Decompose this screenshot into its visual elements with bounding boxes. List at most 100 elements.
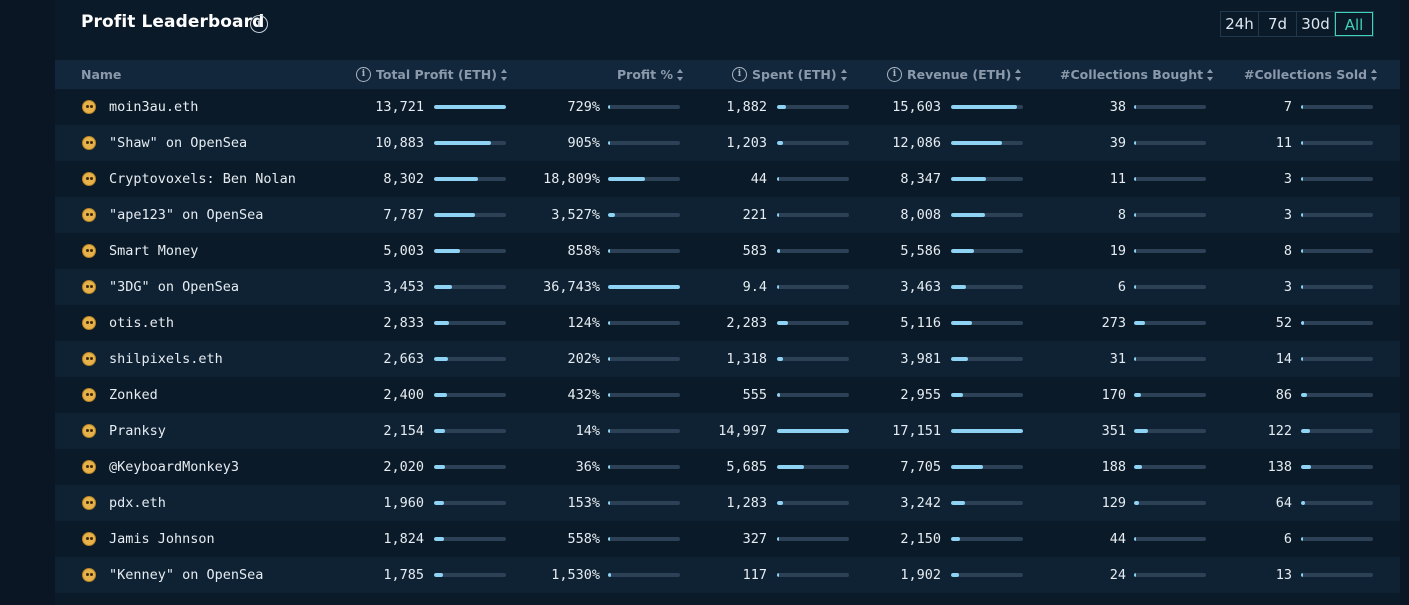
sort-icon[interactable] <box>1015 68 1022 81</box>
total-profit-bar-fill <box>434 285 453 289</box>
info-icon[interactable]: i <box>250 15 268 33</box>
sort-icon[interactable] <box>1371 68 1378 81</box>
revenue-value: 3,242 <box>900 495 941 511</box>
trader-name[interactable]: "3DG" on OpenSea <box>109 279 240 295</box>
column-header-total-profit[interactable]: i Total Profit (ETH) <box>356 60 508 89</box>
profit-pct-bar-fill <box>608 285 680 289</box>
revenue-bar <box>951 321 1023 325</box>
total-profit-value: 2,833 <box>383 315 424 331</box>
total-profit-bar <box>434 573 506 577</box>
profit-pct-bar <box>608 177 680 181</box>
trader-name[interactable]: "ape123" on OpenSea <box>109 207 264 223</box>
info-icon[interactable]: i <box>887 67 902 82</box>
table-row[interactable]: "Kenney" on OpenSea 1,785 1,530% 117 1,902 24… <box>55 557 1400 593</box>
sort-icon[interactable] <box>677 68 684 81</box>
collections-sold-bar <box>1301 357 1373 361</box>
collections-bought-bar-fill <box>1134 537 1137 541</box>
trader-name[interactable]: moin3au.eth <box>109 99 199 115</box>
profit-pct-bar <box>608 285 680 289</box>
table-row[interactable]: Pranksy 2,154 14% 14,997 17,151 351 122 <box>55 413 1400 449</box>
spent-bar <box>777 141 849 145</box>
collections-sold-bar <box>1301 105 1373 109</box>
sort-icon[interactable] <box>840 68 848 81</box>
column-header-collections-bought[interactable]: #Collections Bought <box>1060 60 1214 89</box>
trader-name[interactable]: "Shaw" on OpenSea <box>109 135 248 151</box>
spent-bar-fill <box>777 285 779 289</box>
spent-bar-fill <box>777 321 788 325</box>
table-row[interactable]: "Shaw" on OpenSea 10,883 905% 1,203 12,086 39… <box>55 125 1400 161</box>
trader-name[interactable]: otis.eth <box>109 315 175 331</box>
collections-bought-bar-fill <box>1134 213 1136 217</box>
range-7d-button[interactable]: 7d <box>1259 12 1297 36</box>
revenue-bar <box>951 141 1023 145</box>
table-row[interactable]: @KeyboardMonkey3 2,020 36% 5,685 7,705 188 138 <box>55 449 1400 485</box>
collections-sold-bar-fill <box>1301 429 1310 433</box>
profit-pct-bar-fill <box>608 357 610 361</box>
profit-pct-bar-fill <box>608 393 610 397</box>
spent-bar <box>777 105 849 109</box>
avatar-icon <box>82 532 96 546</box>
revenue-value: 3,981 <box>900 351 941 367</box>
range-30d-button[interactable]: 30d <box>1297 12 1335 36</box>
spent-bar-fill <box>777 501 784 505</box>
collections-sold-bar-fill <box>1301 177 1303 181</box>
trader-name[interactable]: Smart Money <box>109 243 199 259</box>
spent-bar-fill <box>777 141 783 145</box>
trader-name[interactable]: Cryptovoxels: Ben Nolan <box>109 171 296 187</box>
column-header-profit-pct[interactable]: Profit % <box>617 60 684 89</box>
collections-bought-bar-fill <box>1134 501 1140 505</box>
sort-icon[interactable] <box>500 68 508 81</box>
trader-name[interactable]: Zonked <box>109 387 158 403</box>
collections-sold-value: 3 <box>1283 207 1292 223</box>
profit-pct-bar-fill <box>608 429 610 433</box>
table-row[interactable]: pdx.eth 1,960 153% 1,283 3,242 129 64 <box>55 485 1400 521</box>
table-row[interactable]: "ape123" on OpenSea 7,787 3,527% 221 8,008 8 3 <box>55 197 1400 233</box>
table-row[interactable]: Jamis Johnson 1,824 558% 327 2,150 44 6 <box>55 521 1400 557</box>
trader-name[interactable]: @KeyboardMonkey3 <box>109 459 240 475</box>
trader-name[interactable]: shilpixels.eth <box>109 351 223 367</box>
column-header-spent[interactable]: i Spent (ETH) <box>732 60 848 89</box>
table-row[interactable]: Zonked 2,400 432% 555 2,955 170 86 <box>55 377 1400 413</box>
info-icon[interactable]: i <box>356 67 371 82</box>
table-row[interactable]: Smart Money 5,003 858% 583 5,586 19 8 <box>55 233 1400 269</box>
profit-pct-bar <box>608 429 680 433</box>
spent-bar <box>777 501 849 505</box>
spent-value: 327 <box>742 531 767 547</box>
total-profit-bar <box>434 285 506 289</box>
trader-name[interactable]: Pranksy <box>109 423 166 439</box>
spent-bar <box>777 429 849 433</box>
range-all-button[interactable]: All <box>1335 12 1373 36</box>
right-page-edge <box>1400 0 1409 605</box>
trader-name[interactable]: "Kenney" on OpenSea <box>109 567 264 583</box>
avatar-icon <box>82 352 96 366</box>
total-profit-bar <box>434 321 506 325</box>
collections-sold-bar <box>1301 429 1373 433</box>
collections-bought-value: 44 <box>1109 531 1126 547</box>
revenue-value: 17,151 <box>892 423 941 439</box>
collections-bought-bar <box>1134 177 1206 181</box>
profit-pct-value: 558% <box>567 531 600 547</box>
profit-pct-bar-fill <box>608 177 645 181</box>
table-row[interactable]: "3DG" on OpenSea 3,453 36,743% 9.4 3,463 6 3 <box>55 269 1400 305</box>
column-header-collections-sold[interactable]: #Collections Sold <box>1244 60 1378 89</box>
trader-name[interactable]: pdx.eth <box>109 495 166 511</box>
spent-bar <box>777 285 849 289</box>
range-24h-button[interactable]: 24h <box>1221 12 1259 36</box>
spent-bar-fill <box>777 465 805 469</box>
panel-title: Profit Leaderboard <box>81 12 265 32</box>
trader-name[interactable]: Jamis Johnson <box>109 531 215 547</box>
info-icon[interactable]: i <box>732 67 747 82</box>
table-row[interactable]: shilpixels.eth 2,663 202% 1,318 3,981 31 14 <box>55 341 1400 377</box>
table-row[interactable]: moin3au.eth 13,721 729% 1,882 15,603 38 7 <box>55 89 1400 125</box>
table-row[interactable]: Cryptovoxels: Ben Nolan 8,302 18,809% 44 8,3… <box>55 161 1400 197</box>
total-profit-value: 2,663 <box>383 351 424 367</box>
profit-pct-bar <box>608 465 680 469</box>
collections-sold-bar-fill <box>1301 321 1304 325</box>
table-row[interactable]: otis.eth 2,833 124% 2,283 5,116 273 52 <box>55 305 1400 341</box>
collections-bought-value: 11 <box>1109 171 1126 187</box>
column-header-revenue[interactable]: i Revenue (ETH) <box>887 60 1022 89</box>
collections-bought-value: 39 <box>1109 135 1126 151</box>
sort-icon[interactable] <box>1207 68 1214 81</box>
revenue-bar-fill <box>951 249 975 253</box>
collections-sold-bar <box>1301 177 1373 181</box>
